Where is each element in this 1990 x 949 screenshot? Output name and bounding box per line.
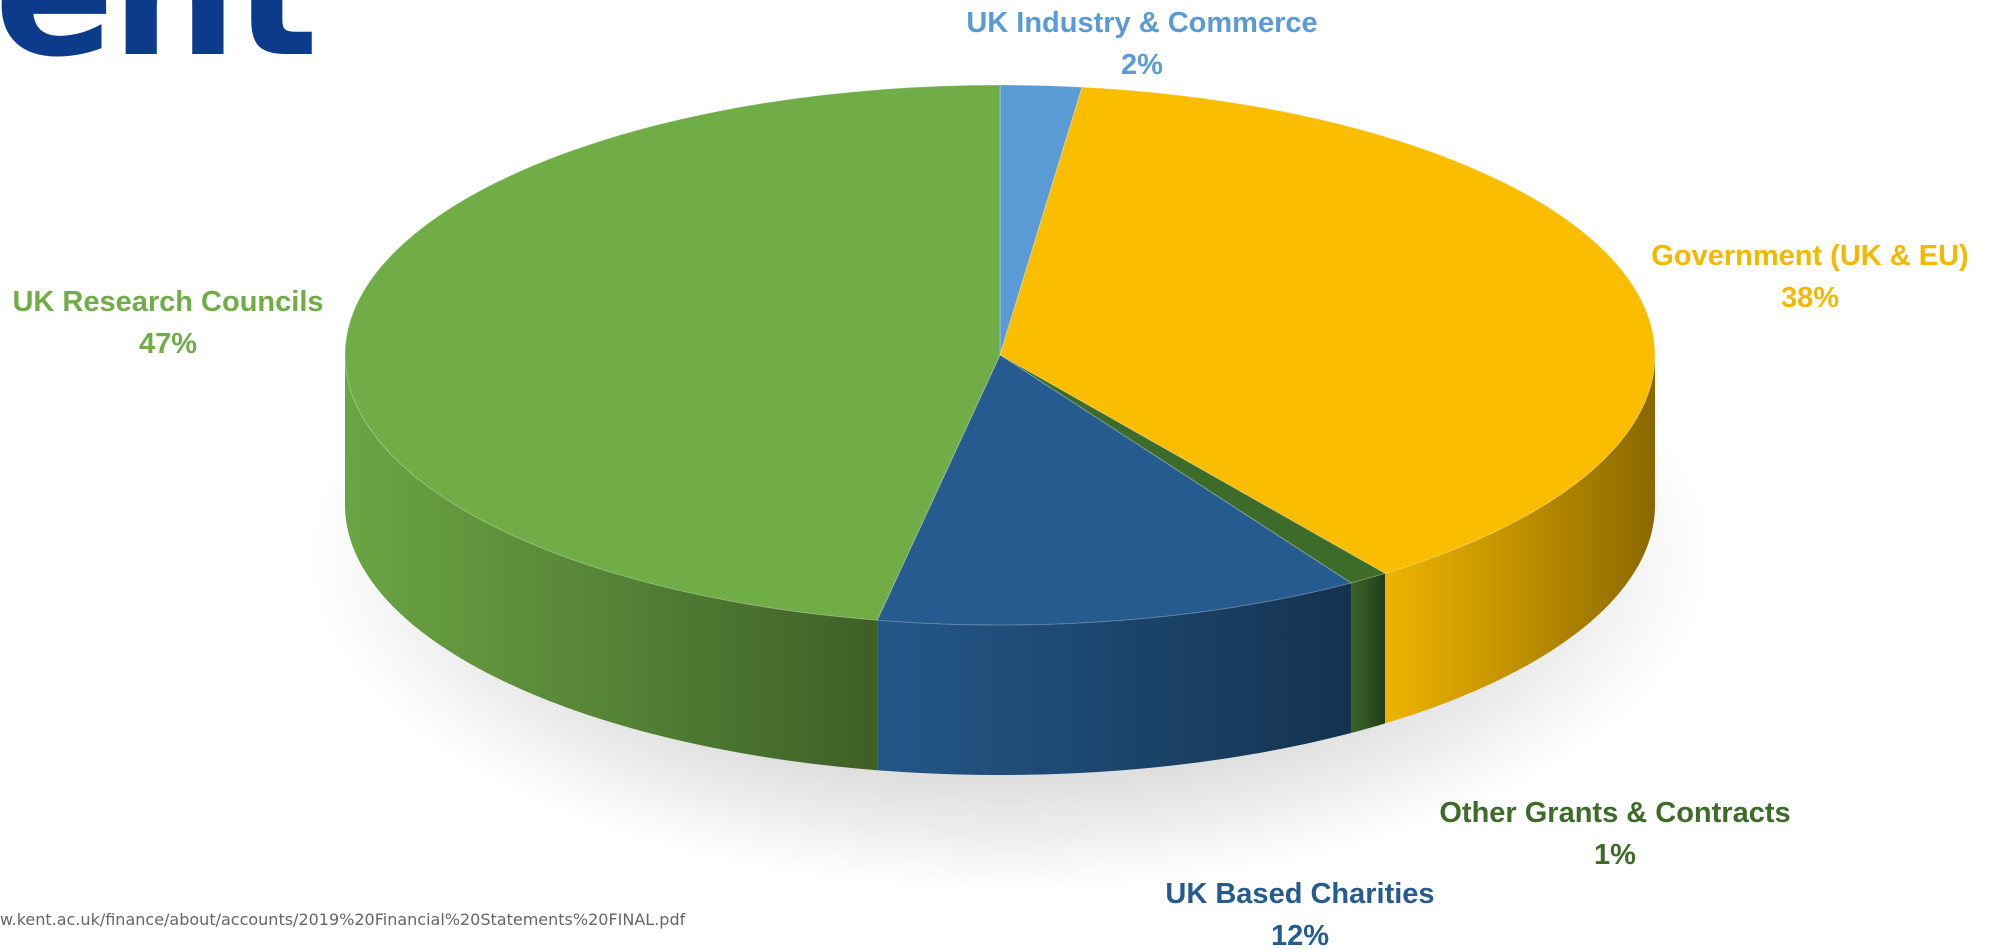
slice-label-value: 47% — [138, 328, 198, 360]
pie-wall-shade-uk-based-charities — [877, 582, 1351, 775]
slice-label-uk-based-charities: UK Based Charities 12% — [1165, 873, 1434, 949]
slice-label-government: Government (UK & EU) 38% — [1651, 235, 1968, 319]
pie-side-walls — [345, 355, 1655, 775]
slice-label-name: UK Based Charities — [1165, 878, 1435, 910]
slice-label-value: 2% — [1121, 49, 1163, 81]
slice-label-uk-research-councils: UK Research Councils 47% — [12, 281, 323, 365]
university-logo-fragment: ent — [0, 0, 319, 82]
slice-label-name: Government (UK & EU) — [1651, 240, 1969, 272]
pie-slice-uk-research-councils — [344, 84, 1001, 621]
slice-label-value: 1% — [1594, 839, 1636, 871]
pie-slice-other-grants-contracts — [999, 354, 1387, 584]
pie-wall-shade-other-grants-contracts — [1350, 573, 1385, 733]
pie-top-faces — [344, 84, 1656, 626]
pie-wall-shade-government-uk-eu — [1385, 355, 1655, 724]
slice-label-name: UK Research Councils — [12, 286, 324, 318]
pie-slice-uk-based-charities — [876, 354, 1353, 626]
source-url-note: w.kent.ac.uk/finance/about/accounts/2019… — [0, 910, 686, 929]
slice-label-name: Other Grants & Contracts — [1439, 797, 1791, 829]
slice-label-value: 12% — [1270, 920, 1330, 949]
slice-label-uk-industry-commerce: UK Industry & Commerce 2% — [966, 2, 1317, 86]
pie-slice-government-uk-eu — [999, 86, 1656, 574]
pie-wall-shade-uk-research-councils — [345, 355, 878, 771]
slice-label-value: 38% — [1780, 282, 1840, 314]
pie-slice-uk-industry-commerce — [999, 84, 1083, 356]
slice-label-other-grants-contracts: Other Grants & Contracts 1% — [1439, 792, 1790, 876]
slice-label-name: UK Industry & Commerce — [966, 7, 1318, 39]
